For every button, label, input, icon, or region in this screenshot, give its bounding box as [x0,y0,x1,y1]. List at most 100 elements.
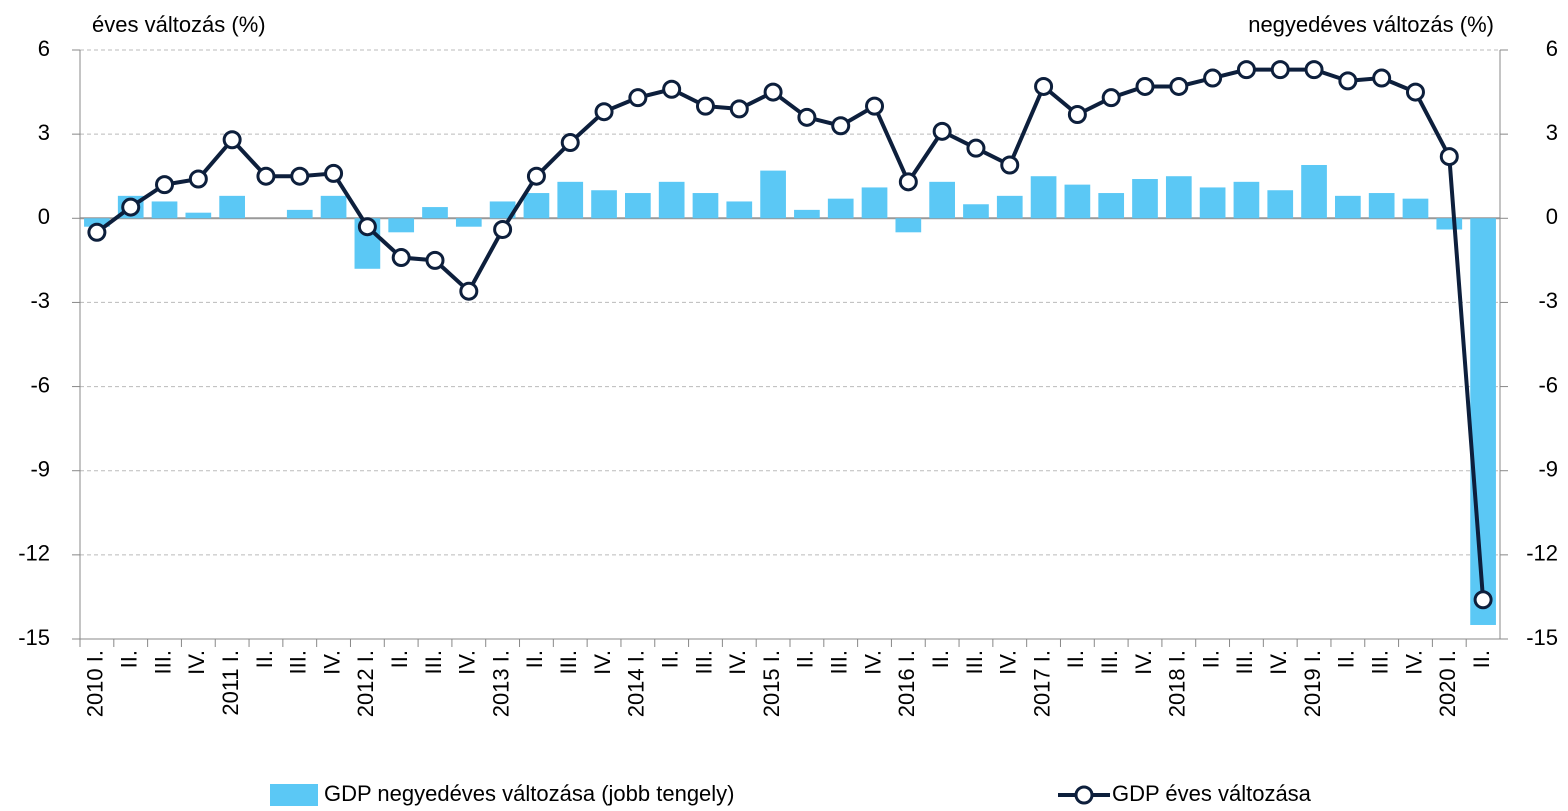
y2-tick-label: -9 [1538,457,1558,482]
x-tick-label: 2015 I. [759,650,784,717]
x-tick-label: III. [691,650,716,674]
y2-tick-label: -15 [1526,625,1558,650]
x-tick-label: III. [286,650,311,674]
y-tick-label: -9 [30,457,50,482]
y2-tick-label: 6 [1546,36,1558,61]
bar [625,193,651,219]
marker [1000,155,1020,175]
x-tick-label: II. [252,650,277,668]
marker [763,82,783,102]
bar [557,181,584,219]
marker [1270,60,1290,80]
x-tick-label: IV. [319,650,344,675]
x-tick-label: IV. [590,650,615,675]
x-tick-label: II. [1198,650,1223,668]
bar [996,195,1023,219]
marker [662,79,682,99]
marker [391,248,411,268]
marker [290,166,310,186]
marker [222,130,242,150]
marker [560,133,580,153]
x-tick-label: III. [421,650,446,674]
marker [357,217,377,237]
marker [594,102,614,122]
bar [1098,193,1125,219]
bar [1064,184,1091,219]
x-tick-label: III. [1367,650,1392,674]
y-tick-label: -3 [30,288,50,313]
bar [1267,190,1294,219]
x-tick-label: 2010 I. [83,650,108,717]
marker [865,96,885,116]
bar [963,204,989,219]
legend-marker [1074,785,1094,805]
bar [1233,181,1260,219]
marker [1439,147,1459,167]
x-tick-label: IV. [455,650,480,675]
marker [425,250,445,270]
marker [1338,71,1358,91]
y2-tick-label: 0 [1546,204,1558,229]
bar [895,218,922,233]
x-tick-label: 2018 I. [1165,650,1190,717]
bar [1132,179,1158,219]
marker [526,166,546,186]
x-tick-label: III. [556,650,581,674]
x-tick-label: IV. [184,650,209,675]
bar [1199,187,1226,219]
bar [219,195,245,219]
marker [1473,590,1493,610]
y-tick-label: -6 [30,372,50,397]
marker [459,281,479,301]
bar [1436,218,1463,230]
x-tick-label: IV. [996,650,1021,675]
bar [1335,195,1361,219]
bar [827,198,854,219]
marker [1135,76,1155,96]
marker [256,166,276,186]
marker [1169,76,1189,96]
marker [1203,68,1223,88]
x-tick-label: 2016 I. [894,650,919,717]
x-tick-label: II. [793,650,818,668]
x-tick-label: II. [1063,650,1088,668]
bar [1301,164,1327,219]
marker [493,220,513,240]
bar [1470,218,1496,625]
bar [1165,176,1192,219]
bar [929,181,955,219]
x-tick-label: IV. [860,650,885,675]
x-tick-label: IV. [1266,650,1291,675]
marker [1405,82,1425,102]
x-tick-label: II. [657,650,682,668]
y-tick-label: 6 [38,36,50,61]
y2-tick-label: -12 [1526,541,1558,566]
marker [121,197,141,217]
bar [455,218,482,227]
x-tick-label: III. [827,650,852,674]
x-tick-label: 2020 I. [1435,650,1460,717]
marker [729,99,749,119]
bar [1030,176,1057,219]
bar [422,207,448,219]
x-tick-label: IV. [725,650,750,675]
bar [489,201,516,219]
legend-label: GDP negyedéves változása (jobb tengely) [324,781,735,806]
marker [324,163,344,183]
y-axis-label: éves változás (%) [92,12,266,37]
x-tick-label: 2014 I. [624,650,649,717]
x-tick-label: 2012 I. [353,650,378,717]
bar [861,187,888,219]
bar [760,170,786,219]
x-tick-label: II. [522,650,547,668]
marker [695,96,715,116]
marker [87,222,107,242]
bar [185,212,212,219]
bar [388,218,415,233]
x-tick-label: III. [1097,650,1122,674]
x-tick-label: 2019 I. [1300,650,1325,717]
x-tick-label: III. [150,650,175,674]
marker [628,88,648,108]
marker [1236,60,1256,80]
